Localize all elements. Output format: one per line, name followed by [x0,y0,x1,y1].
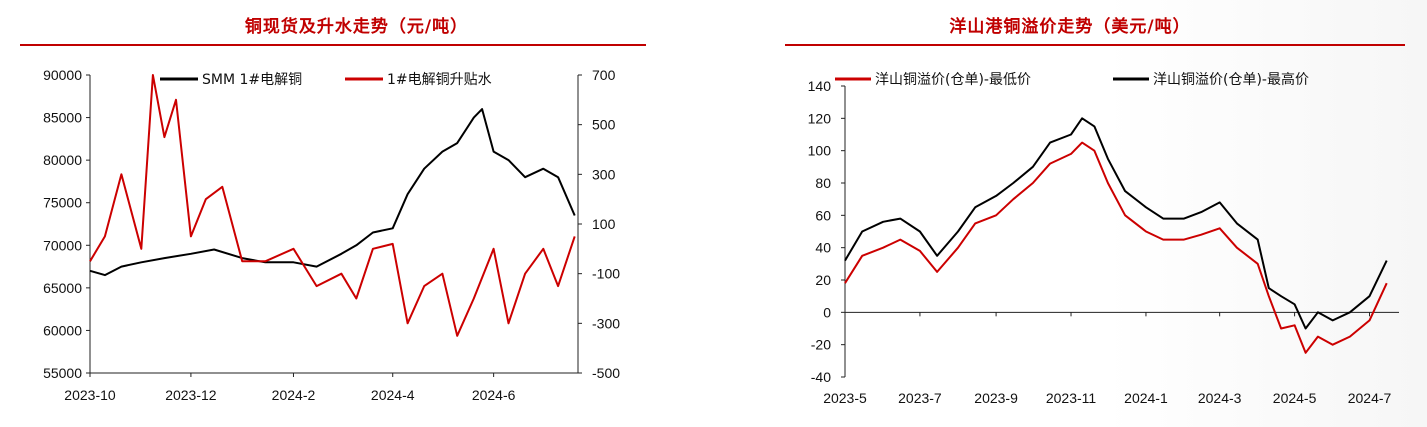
yangshan-premium-chart-panel: 洋山港铜溢价走势（美元/吨） -40 -20 0 20 40 60 80 100 120 140 2… [713,0,1427,427]
y-tick-label: 20 [815,272,831,288]
x-tick-label: 2023-12 [165,387,217,403]
x-tick-label: 2024-5 [1273,390,1317,406]
x-tick-label: 2024-1 [1124,390,1168,406]
y-tick-label: -20 [811,337,831,353]
x-tick-label: 2024-3 [1198,390,1242,406]
yangshan-premium-chart: -40 -20 0 20 40 60 80 100 120 140 2023-5 2023-7 2023… [808,71,1399,406]
copper-spot-chart-panel: 铜现货及升水走势（元/吨） 55000 60000 65000 70000 75000 8… [0,0,713,427]
right-y-tick-label: -300 [592,315,620,331]
legend-label: SMM 1#电解铜 [202,72,302,88]
x-tick-label: 2024-2 [272,387,316,403]
y-tick-label: -40 [811,369,831,385]
legend-label: 1#电解铜升贴水 [387,72,492,88]
y-tick-label: 80 [815,175,831,191]
copper-spot-chart: 55000 60000 65000 70000 75000 80000 85000 90000… [43,67,620,403]
x-tick-label: 2023-7 [898,390,942,406]
right-y-tick-label: 100 [592,216,616,232]
left-y-tick-label: 75000 [43,195,82,211]
left-y-tick-label: 90000 [43,67,82,83]
left-y-tick-label: 55000 [43,365,82,381]
series-line-premium-high [844,117,1388,330]
legend-label: 洋山铜溢价(仓单)-最低价 [875,72,1031,88]
y-tick-label: 60 [815,207,831,223]
left-y-tick-label: 70000 [43,237,82,253]
chart-title: 洋山港铜溢价走势（美元/吨） [949,17,1191,37]
x-tick-label: 2023-10 [64,387,116,403]
x-tick-label: 2024-7 [1348,390,1392,406]
y-tick-label: 40 [815,240,831,256]
right-y-tick-label: -100 [592,266,620,282]
x-tick-label: 2023-9 [974,390,1018,406]
x-tick-label: 2024-6 [472,387,516,403]
series-line-spot-premium [89,74,576,337]
y-tick-label: 0 [823,304,831,320]
right-y-tick-label: 700 [592,67,616,83]
right-y-tick-label: -500 [592,365,620,381]
left-y-tick-label: 85000 [43,110,82,126]
series-line-smm-copper [89,108,576,277]
title-underline [785,44,1405,46]
x-tick-label: 2023-11 [1046,390,1097,406]
right-y-tick-label: 500 [592,117,616,133]
legend-label: 洋山铜溢价(仓单)-最高价 [1153,71,1309,88]
title-underline [20,44,646,46]
y-tick-label: 140 [808,78,832,94]
chart-title: 铜现货及升水走势（元/吨） [244,17,469,37]
right-y-tick-label: 300 [592,166,616,182]
y-tick-label: 120 [808,110,832,126]
y-tick-label: 100 [808,143,832,159]
x-tick-label: 2024-4 [371,387,415,403]
series-line-premium-low [844,141,1388,354]
x-tick-label: 2023-5 [823,390,867,406]
left-y-tick-label: 60000 [43,322,82,338]
left-y-tick-label: 65000 [43,280,82,296]
left-y-tick-label: 80000 [43,152,82,168]
